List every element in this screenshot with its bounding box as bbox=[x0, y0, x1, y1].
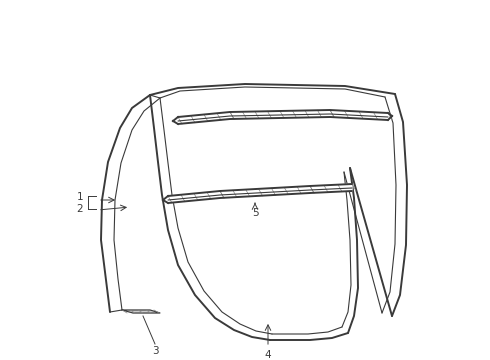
Polygon shape bbox=[168, 184, 352, 203]
Text: 4: 4 bbox=[265, 350, 271, 360]
Polygon shape bbox=[122, 310, 160, 313]
Polygon shape bbox=[178, 110, 388, 124]
Text: 1: 1 bbox=[77, 192, 83, 202]
Text: 2: 2 bbox=[77, 204, 83, 214]
Text: 5: 5 bbox=[252, 208, 258, 218]
Text: 3: 3 bbox=[152, 346, 158, 356]
